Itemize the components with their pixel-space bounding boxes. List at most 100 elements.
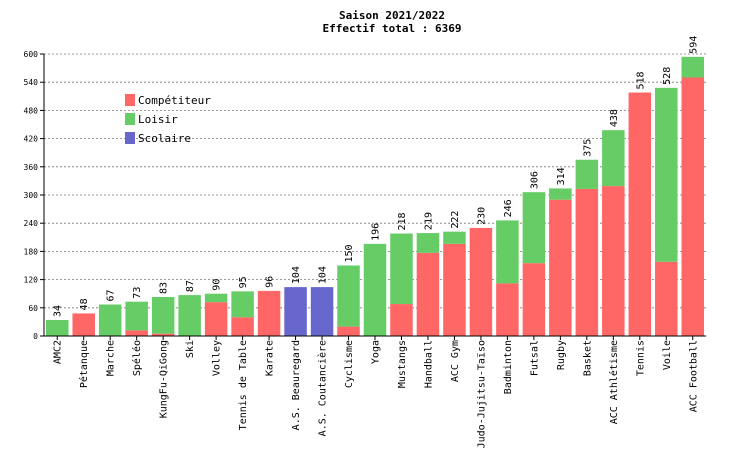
- bar-segment: [390, 233, 413, 305]
- data-label: 375: [582, 139, 593, 157]
- legend-swatch: [125, 113, 135, 125]
- x-tick-label: Cyclisme: [344, 340, 355, 388]
- bar-segment: [72, 313, 95, 336]
- legend: Compétiteur Loisir Scolaire: [125, 94, 211, 145]
- bar-segment: [45, 320, 69, 336]
- data-label: 67: [106, 289, 117, 301]
- bar-segment: [204, 302, 228, 336]
- chart-title: Saison 2021/2022: [339, 9, 445, 22]
- bar-segment: [151, 296, 175, 334]
- data-label: 230: [476, 207, 487, 225]
- data-label: 87: [185, 280, 196, 292]
- x-tick-label: Judo-Jujitsu-Taïso: [476, 340, 487, 448]
- chart-subtitle: Effectif total : 6369: [322, 22, 461, 35]
- data-label: 83: [159, 282, 170, 294]
- data-label: 218: [397, 212, 408, 230]
- x-tick-label: Ski: [185, 340, 196, 358]
- bar-segment: [337, 265, 360, 327]
- legend-label: Compétiteur: [138, 94, 211, 107]
- data-label: 90: [212, 279, 223, 291]
- bar-segment: [125, 330, 148, 336]
- bar-segment: [363, 243, 387, 336]
- bar-segment: [337, 326, 360, 336]
- x-tick-label: Handball: [423, 340, 434, 388]
- data-label: 219: [423, 212, 434, 230]
- x-tick-label: Tennis de Table: [238, 340, 249, 430]
- data-label: 518: [635, 71, 646, 89]
- y-tick-label: 60: [28, 304, 38, 313]
- x-tick-label: ACC Athlétisme: [608, 340, 620, 424]
- bar-segment: [257, 290, 281, 336]
- data-label: 246: [503, 199, 514, 217]
- data-label: 48: [79, 298, 90, 310]
- bar-segment: [655, 261, 678, 336]
- x-tick-label: A.S. Coutancière: [317, 340, 329, 436]
- data-label: 96: [265, 276, 276, 288]
- x-tick-label: Rugby: [556, 340, 567, 370]
- y-tick-label: 480: [24, 106, 39, 115]
- data-label: 73: [132, 287, 143, 299]
- x-tick-labels: AMC2 Pétanque Marche Spéléo KungFu-QiGong Ski…: [53, 340, 700, 448]
- bar-segment: [416, 233, 440, 253]
- bar-segment: [522, 263, 546, 336]
- data-label: 314: [556, 167, 567, 185]
- bar-segment: [416, 252, 440, 336]
- data-label: 222: [450, 211, 461, 229]
- bar-segment: [151, 333, 175, 336]
- data-label: 34: [53, 305, 64, 317]
- x-tick-label: Basket: [582, 340, 593, 376]
- x-tick-label: Volley: [212, 340, 223, 376]
- bar-segment: [681, 56, 705, 78]
- x-tick-label: Yoga: [371, 340, 382, 364]
- bars: [45, 56, 705, 336]
- bar-segment: [469, 227, 493, 336]
- bar-segment: [178, 295, 201, 336]
- data-label: 104: [318, 266, 329, 284]
- bar-segment: [602, 186, 625, 336]
- y-tick-label: 600: [24, 50, 39, 59]
- bar-segment: [628, 92, 652, 336]
- x-tick-label: Pétanque: [78, 340, 90, 388]
- x-tick-label: Badminton: [503, 340, 514, 394]
- bar-segment: [284, 287, 307, 336]
- legend-swatch: [125, 94, 135, 106]
- bar-segment: [231, 317, 254, 336]
- y-tick-label: 300: [24, 191, 39, 200]
- data-label: 594: [688, 36, 699, 54]
- bar-segment: [575, 188, 599, 336]
- bar-segment: [549, 199, 572, 336]
- bar-segment: [125, 301, 148, 331]
- data-labels: 34 48 67 73 83 87 90 95 96 104 104 150 196 218 219 222 2…: [53, 36, 700, 317]
- legend-swatch: [125, 132, 135, 144]
- bar-segment: [98, 304, 122, 336]
- bar-segment: [496, 220, 519, 284]
- bar-segment: [310, 287, 334, 336]
- x-tick-label: Karate: [265, 340, 276, 376]
- bar-segment: [549, 188, 572, 200]
- y-tick-label: 180: [24, 247, 39, 256]
- x-tick-label: Marche: [106, 340, 117, 376]
- bar-segment: [496, 283, 519, 336]
- data-label: 150: [344, 244, 355, 262]
- data-label: 306: [529, 171, 540, 189]
- bar-segment: [602, 130, 625, 187]
- x-tick-label: Tennis: [635, 340, 646, 376]
- legend-label: Scolaire: [138, 132, 191, 145]
- bar-segment: [522, 192, 546, 264]
- bar-segment: [204, 293, 228, 303]
- x-tick-label: A.S. Beauregard: [291, 340, 302, 430]
- x-tick-label: Voile: [662, 340, 673, 370]
- data-label: 196: [371, 223, 382, 241]
- y-tick-label: 540: [24, 78, 39, 87]
- bar-segment: [681, 77, 705, 336]
- axes: [40, 53, 706, 340]
- y-tick-labels: 0 60 120 180 240 300 360 420 480 540 600: [24, 50, 39, 341]
- y-tick-label: 360: [24, 163, 39, 172]
- y-tick-label: 420: [24, 135, 39, 144]
- x-tick-label: ACC Gym: [450, 340, 461, 382]
- data-label: 528: [662, 67, 673, 85]
- bar-segment: [390, 304, 413, 336]
- x-tick-label: Spéléo: [131, 340, 143, 376]
- bar-segment: [231, 291, 254, 318]
